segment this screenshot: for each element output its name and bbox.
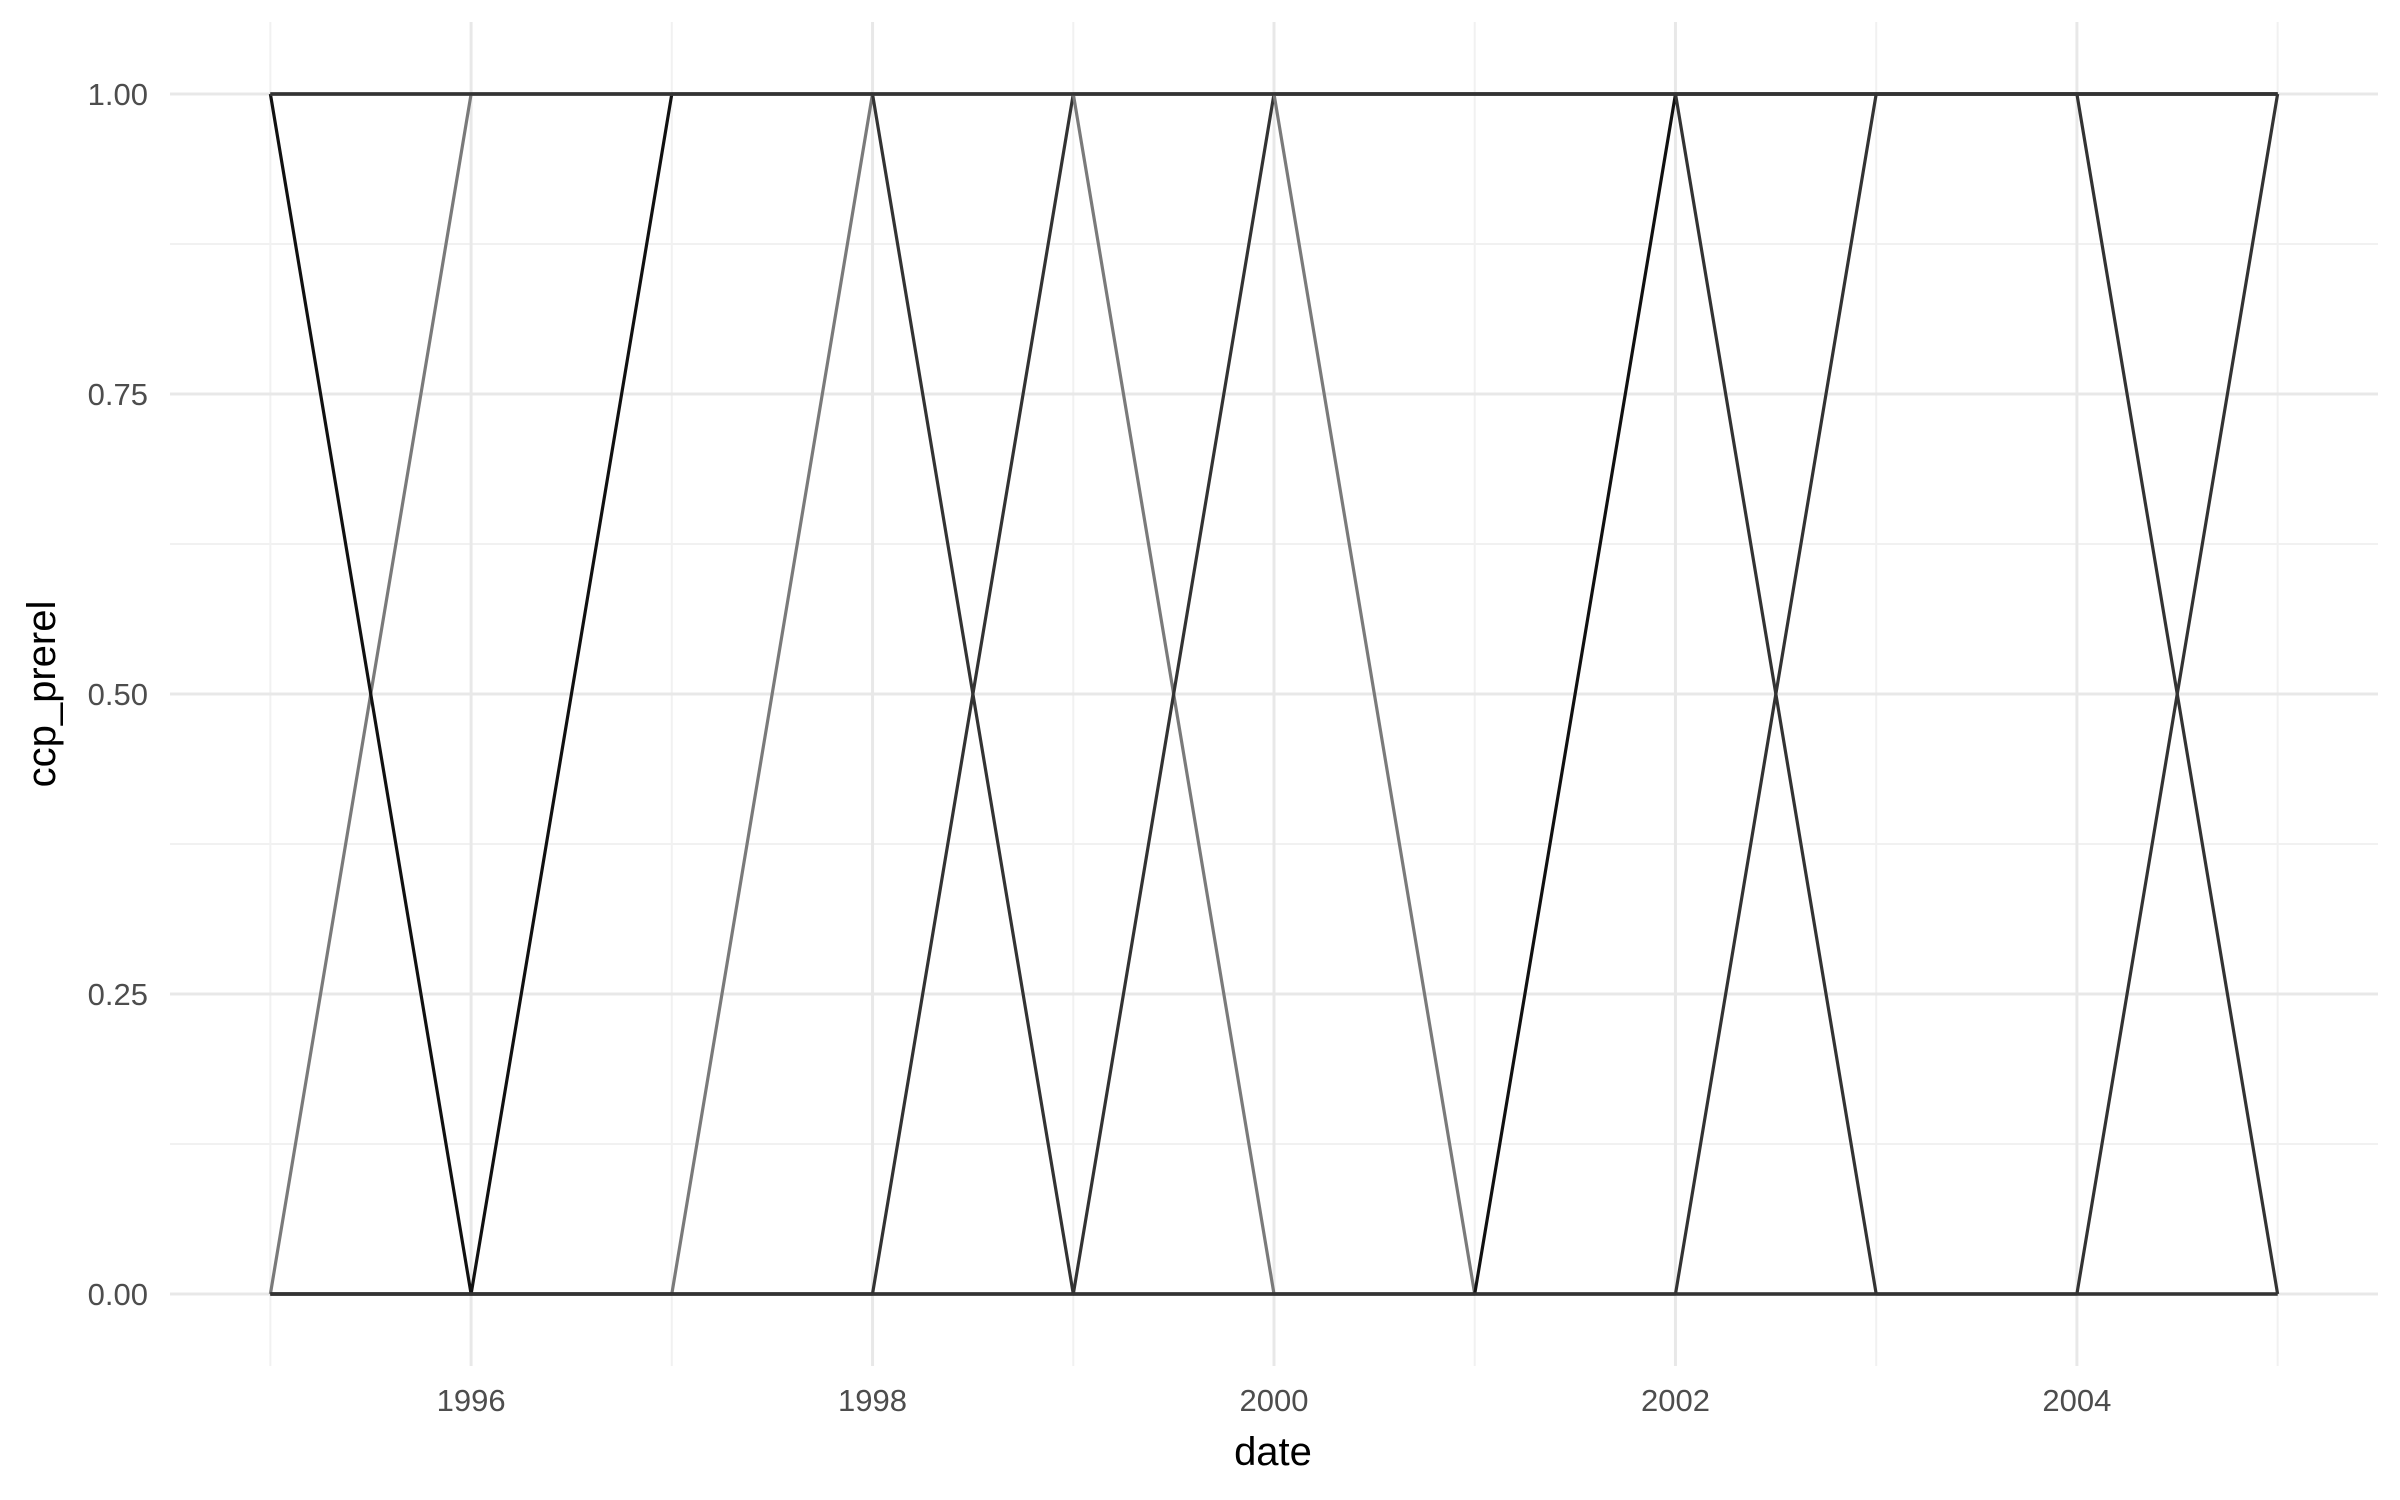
x-tick-label: 1998 [838, 1383, 907, 1418]
x-axis-tick-labels: 1996 1998 2000 2002 2004 [437, 1383, 2112, 1418]
y-axis-title: ccp_prerel [20, 601, 64, 788]
major-gridlines [170, 22, 2378, 1366]
y-tick-label: 0.75 [88, 377, 148, 412]
y-tick-label: 1.00 [88, 77, 148, 112]
y-axis-tick-labels: 0.00 0.25 0.50 0.75 1.00 [88, 77, 148, 1312]
y-tick-label: 0.00 [88, 1277, 148, 1312]
series-lines [268, 92, 2280, 1296]
y-tick-label: 0.50 [88, 677, 148, 712]
y-tick-label: 0.25 [88, 977, 148, 1012]
series-line-12 [270, 92, 2280, 1295]
x-tick-label: 2000 [1240, 1383, 1309, 1418]
x-axis-title: date [1234, 1430, 1312, 1474]
series-line-13 [270, 93, 2280, 1296]
x-tick-label: 2004 [2042, 1383, 2111, 1418]
x-tick-label: 1996 [437, 1383, 506, 1418]
x-tick-label: 2002 [1641, 1383, 1710, 1418]
